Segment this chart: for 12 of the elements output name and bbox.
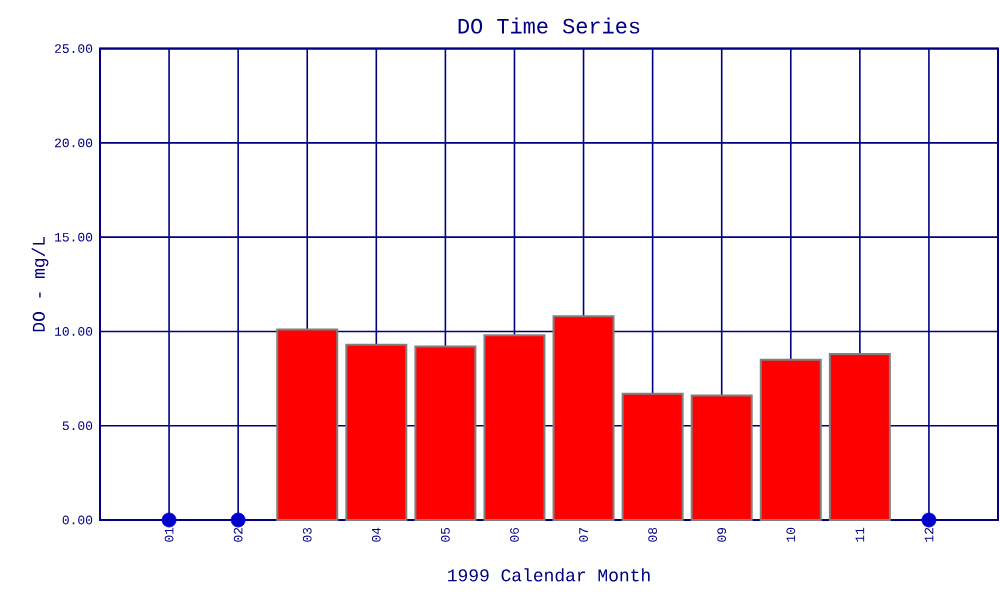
bar <box>414 345 477 521</box>
bar <box>828 353 891 521</box>
bar <box>345 343 408 521</box>
bar <box>690 394 753 521</box>
y-axis-title: DO - mg/L <box>31 237 49 332</box>
bar <box>276 328 339 521</box>
bar <box>621 392 684 521</box>
bar <box>483 334 546 521</box>
bar <box>759 358 822 521</box>
bar <box>552 315 615 521</box>
x-axis-title: 1999 Calendar Month <box>448 568 650 582</box>
chart-title: DO Time Series <box>458 17 640 34</box>
